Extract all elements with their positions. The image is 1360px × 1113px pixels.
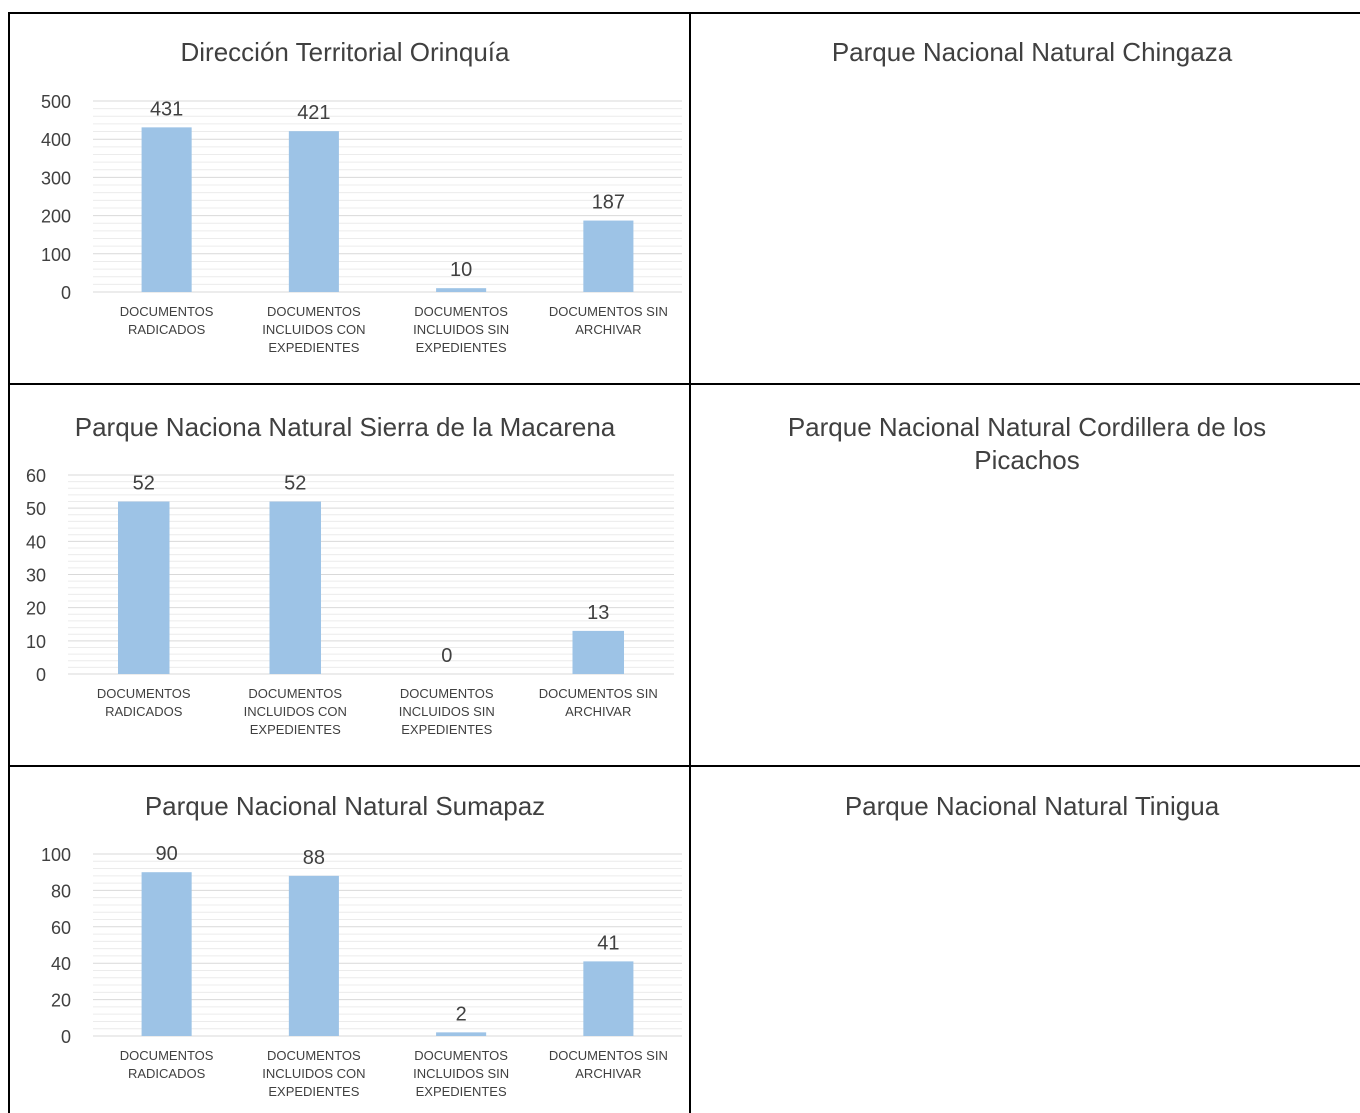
bar — [117, 501, 170, 674]
y-tick-label: 20 — [51, 991, 71, 1011]
bar — [436, 288, 487, 292]
frame-middle — [689, 12, 691, 1113]
data-label: 41 — [597, 932, 619, 954]
data-label: 431 — [150, 98, 183, 120]
data-label: 90 — [156, 843, 178, 865]
chart-svg-4: Parque Nacional Natural Cordillera de lo… — [788, 412, 1266, 475]
data-label: 2 — [456, 1003, 467, 1025]
y-tick-label: 60 — [51, 918, 71, 938]
y-tick-label: 80 — [51, 881, 71, 901]
bar — [288, 875, 339, 1036]
y-tick-label: 30 — [26, 566, 46, 586]
chart-svg-2: Parque Nacional Natural Chingaza05010015… — [832, 37, 1233, 67]
bar — [583, 961, 634, 1036]
y-tick-label: 100 — [41, 245, 71, 265]
bar — [436, 1032, 487, 1036]
y-tick-label: 20 — [26, 599, 46, 619]
category-label: DOCUMENTOS RADICADOS — [97, 686, 191, 719]
y-tick-label: 10 — [26, 632, 46, 652]
chart-title: Parque Nacional Natural Cordillera de lo… — [788, 412, 1266, 475]
category-label: DOCUMENTOS INCLUIDOS CON EXPEDIENTES — [244, 686, 347, 737]
y-tick-label: 500 — [41, 92, 71, 112]
frame-top — [8, 12, 1360, 14]
category-label: DOCUMENTOS RADICADOS — [120, 304, 214, 337]
bar — [572, 630, 625, 674]
frame-row-1 — [8, 383, 1360, 385]
category-label: DOCUMENTOS SIN ARCHIVAR — [549, 304, 668, 337]
category-label: DOCUMENTOS INCLUIDOS SIN EXPEDIENTES — [413, 1048, 509, 1099]
data-label: 0 — [441, 645, 452, 667]
y-tick-label: 200 — [41, 207, 71, 227]
chart-panel-2: Parque Nacional Natural Chingaza05010015… — [694, 16, 1360, 382]
y-tick-label: 0 — [36, 665, 46, 685]
chart-title: Dirección Territorial Orinquía — [181, 37, 511, 67]
chart-panel-5: Parque Nacional Natural Sumapaz 0 20 40 60 80… — [12, 769, 688, 1113]
category-label: DOCUMENTOS INCLUIDOS SIN EXPEDIENTES — [413, 304, 509, 355]
y-tick-label: 40 — [51, 954, 71, 974]
y-tick-label: 0 — [61, 283, 71, 303]
chart-svg-6: Parque Nacional Natural Tinigua020406048… — [845, 791, 1220, 821]
frame-left — [8, 12, 10, 1113]
bar — [141, 127, 192, 292]
frame-row-2 — [8, 765, 1360, 767]
y-tick-label: 400 — [41, 130, 71, 150]
chart-panel-1: Dirección Territorial Orinquía 0 100 200 300… — [12, 16, 688, 382]
category-label: DOCUMENTOS INCLUIDOS CON EXPEDIENTES — [262, 304, 365, 355]
chart-title: Parque Nacional Natural Chingaza — [832, 37, 1233, 67]
data-label: 10 — [450, 259, 472, 281]
y-tick-label: 50 — [26, 499, 46, 519]
chart-svg-1: Dirección Territorial Orinquía 0 100 200 300… — [41, 37, 682, 355]
data-label: 52 — [133, 473, 155, 495]
chart-panel-3: Parque Naciona Natural Sierra de la Maca… — [12, 387, 688, 764]
category-label: DOCUMENTOS SIN ARCHIVAR — [549, 1048, 668, 1081]
y-tick-label: 40 — [26, 532, 46, 552]
chart-svg-3: Parque Naciona Natural Sierra de la Maca… — [26, 412, 674, 737]
category-label: DOCUMENTOS RADICADOS — [120, 1048, 214, 1081]
bar — [583, 220, 634, 292]
chart-panel-4: Parque Nacional Natural Cordillera de lo… — [694, 387, 1360, 764]
data-label: 13 — [587, 602, 609, 624]
data-label: 187 — [592, 192, 625, 214]
y-tick-label: 0 — [61, 1027, 71, 1047]
category-label: DOCUMENTOS INCLUIDOS SIN EXPEDIENTES — [399, 686, 495, 737]
chart-title: Parque Nacional Natural Sumapaz — [145, 791, 545, 821]
bar — [141, 872, 192, 1036]
bar — [288, 131, 339, 292]
category-label: DOCUMENTOS SIN ARCHIVAR — [539, 686, 658, 719]
chart-title: Parque Nacional Natural Tinigua — [845, 791, 1220, 821]
chart-panel-6: Parque Nacional Natural Tinigua020406048… — [694, 769, 1360, 1113]
chart-title: Parque Naciona Natural Sierra de la Maca… — [75, 412, 616, 442]
chart-svg-5: Parque Nacional Natural Sumapaz 0 20 40 60 80… — [41, 791, 682, 1099]
category-label: DOCUMENTOS INCLUIDOS CON EXPEDIENTES — [262, 1048, 365, 1099]
data-label: 421 — [297, 102, 330, 124]
data-label: 88 — [303, 847, 325, 869]
y-tick-label: 100 — [41, 845, 71, 865]
y-tick-label: 60 — [26, 466, 46, 486]
bar — [269, 501, 322, 674]
y-tick-label: 300 — [41, 168, 71, 188]
data-label: 52 — [284, 473, 306, 495]
